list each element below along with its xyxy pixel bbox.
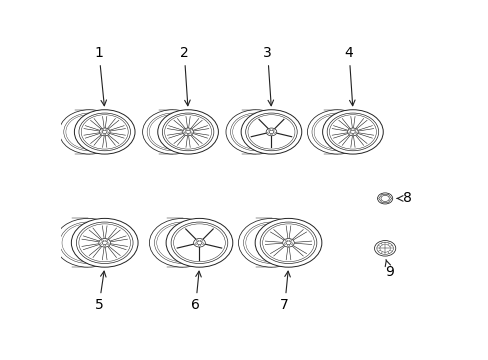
Circle shape [265,128,276,136]
Circle shape [272,129,274,131]
Circle shape [105,129,107,131]
Circle shape [287,244,289,246]
Circle shape [200,240,202,242]
Circle shape [255,219,321,267]
Circle shape [284,243,285,244]
Circle shape [198,244,200,246]
Circle shape [103,134,105,135]
Circle shape [282,239,294,247]
Circle shape [183,132,185,133]
Text: 3: 3 [263,46,273,106]
Circle shape [350,130,354,134]
Circle shape [142,110,203,154]
Circle shape [225,110,286,154]
Circle shape [185,129,187,131]
Circle shape [285,240,287,242]
Circle shape [268,130,273,134]
Circle shape [307,110,367,154]
Text: 2: 2 [180,46,190,106]
Text: 8: 8 [397,192,411,206]
Circle shape [185,130,190,134]
Circle shape [351,134,353,135]
Circle shape [273,132,275,133]
Circle shape [190,132,192,133]
Circle shape [290,243,292,244]
Circle shape [59,110,120,154]
Circle shape [377,193,392,204]
Text: 1: 1 [94,46,106,106]
Text: 6: 6 [191,271,201,312]
Circle shape [195,243,197,244]
Circle shape [158,110,218,154]
Circle shape [196,240,198,242]
Circle shape [166,219,232,267]
Circle shape [99,239,110,247]
Circle shape [347,128,358,136]
Circle shape [102,241,107,244]
Circle shape [241,110,301,154]
Circle shape [354,132,356,133]
Circle shape [374,240,395,256]
Circle shape [353,129,355,131]
Circle shape [101,132,102,133]
Circle shape [105,240,107,242]
Circle shape [349,129,351,131]
Circle shape [193,239,205,247]
Circle shape [267,132,269,133]
Circle shape [322,110,383,154]
Circle shape [106,132,108,133]
Circle shape [74,110,135,154]
Circle shape [102,129,103,131]
Circle shape [285,241,290,244]
Text: 4: 4 [344,46,354,106]
Circle shape [107,243,109,244]
Text: 9: 9 [385,260,393,279]
Circle shape [348,132,350,133]
Text: 5: 5 [95,271,106,312]
Circle shape [187,134,189,135]
Circle shape [55,219,121,267]
Circle shape [149,219,216,267]
Circle shape [188,129,190,131]
Circle shape [197,241,202,244]
Circle shape [99,128,110,136]
Circle shape [270,134,272,135]
Circle shape [238,219,305,267]
Circle shape [268,129,270,131]
Text: 7: 7 [280,271,290,312]
Circle shape [289,240,291,242]
Circle shape [183,128,193,136]
Circle shape [103,244,105,246]
Circle shape [102,240,103,242]
Circle shape [71,219,138,267]
Circle shape [100,243,102,244]
Circle shape [202,243,203,244]
Circle shape [102,130,107,134]
